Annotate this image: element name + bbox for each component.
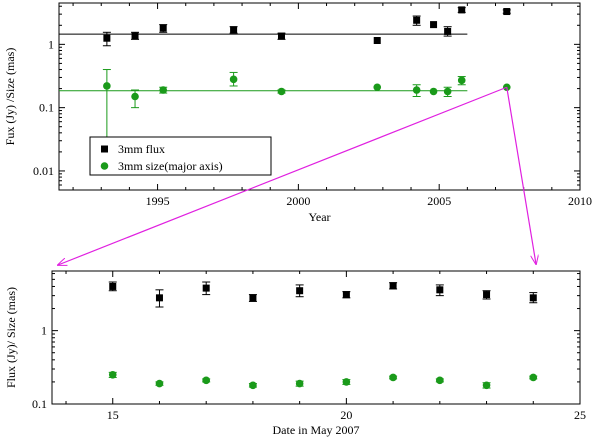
legend-flux-marker bbox=[101, 145, 108, 153]
x-tick-label: 2005 bbox=[427, 194, 451, 208]
flux-point bbox=[249, 294, 257, 302]
x-axis-label: Year bbox=[308, 210, 330, 224]
x-tick-label: 20 bbox=[340, 408, 352, 422]
y-tick-label: 1 bbox=[48, 37, 54, 51]
size-point bbox=[108, 371, 117, 379]
flux-point bbox=[503, 8, 511, 16]
legend-entry: 3mm flux bbox=[118, 142, 165, 156]
flux-point bbox=[131, 32, 139, 40]
size-point bbox=[443, 87, 452, 96]
x-tick-label: 2000 bbox=[286, 194, 310, 208]
size-point bbox=[295, 379, 304, 388]
size-point bbox=[529, 373, 538, 382]
flux-point bbox=[389, 282, 397, 290]
flux-point bbox=[277, 32, 285, 40]
size-point bbox=[159, 86, 167, 94]
flux-point bbox=[103, 34, 111, 42]
size-point bbox=[373, 83, 382, 92]
legend-size-marker bbox=[100, 162, 109, 170]
size-point bbox=[436, 376, 444, 385]
plot-frame bbox=[58, 2, 581, 191]
legend: 3mm flux 3mm size(major axis) bbox=[89, 136, 272, 176]
y-tick-label: 0.01 bbox=[33, 164, 54, 178]
arrow-right bbox=[506, 87, 536, 264]
flux-point bbox=[230, 26, 238, 34]
x-tick-label: 15 bbox=[107, 408, 119, 422]
y-axis-label: Flux (Jy)/ Size (mas) bbox=[4, 287, 18, 388]
zoom-arrows bbox=[58, 86, 536, 265]
size-point bbox=[103, 82, 111, 90]
y-tick-label: 1 bbox=[41, 324, 47, 338]
flux-point bbox=[458, 6, 466, 14]
legend-entry: 3mm size(major axis) bbox=[118, 159, 223, 173]
size-point bbox=[457, 76, 466, 85]
flux-point bbox=[430, 21, 438, 29]
flux-point bbox=[483, 291, 491, 299]
size-point bbox=[342, 378, 351, 386]
size-point bbox=[277, 87, 286, 96]
size-point bbox=[202, 376, 210, 385]
y-tick-label: 0.1 bbox=[39, 101, 54, 115]
flux-point bbox=[436, 286, 444, 294]
x-tick-label: 1995 bbox=[146, 194, 170, 208]
x-axis-label: Date in May 2007 bbox=[273, 423, 360, 437]
flux-point bbox=[202, 284, 210, 292]
size-point bbox=[155, 379, 164, 388]
panel-yearly: 1995 2000 2005 2010 0.01 0.1 1 Year Fux (Jy) /Si… bbox=[3, 2, 592, 224]
flux-point bbox=[155, 294, 163, 302]
flux-point bbox=[159, 24, 167, 32]
flux-point bbox=[296, 287, 304, 295]
panel-may-2007: 15 20 25 0.1 1 Date in May 2007 Flux (Jy)/ Siz… bbox=[4, 270, 586, 437]
size-point bbox=[412, 86, 421, 94]
flux-point bbox=[444, 27, 452, 35]
y-axis-label: Fux (Jy) /Size (mas) bbox=[3, 48, 17, 146]
size-point bbox=[131, 92, 139, 101]
size-point bbox=[249, 381, 257, 390]
flux-point bbox=[109, 282, 117, 290]
size-point bbox=[482, 381, 491, 390]
y-tick-label: 0.1 bbox=[32, 397, 47, 411]
x-tick-label: 25 bbox=[574, 408, 586, 422]
arrow-left bbox=[58, 86, 507, 265]
size-point bbox=[229, 75, 238, 84]
x-tick-label: 2010 bbox=[568, 194, 592, 208]
flux-point bbox=[342, 291, 350, 299]
size-point bbox=[389, 373, 397, 382]
plot-frame bbox=[51, 270, 581, 405]
flux-point bbox=[373, 37, 381, 45]
flux-point bbox=[529, 294, 537, 302]
size-point bbox=[429, 87, 438, 96]
legend-box bbox=[89, 136, 272, 176]
flux-point bbox=[413, 16, 421, 24]
